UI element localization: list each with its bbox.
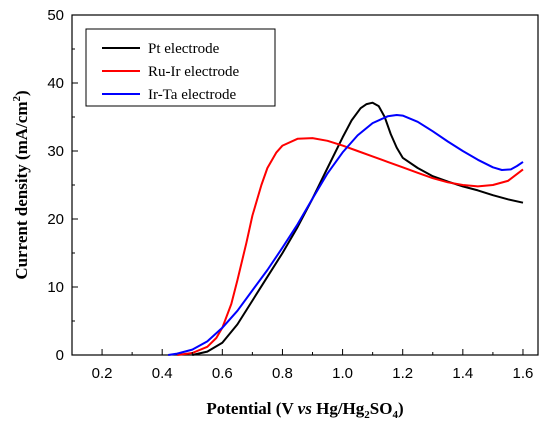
x-tick-label: 1.2 [392, 365, 413, 382]
y-axis-title: Current density (mA/cm2) [11, 90, 31, 279]
plot-area: 0.2 0.4 0.6 0.8 1.0 1.2 1.4 1.6 0 10 20 30 40 50 [47, 7, 539, 382]
series-line-2 [168, 114, 524, 356]
legend: Pt electrode Ru-Ir electrode Ir-Ta elect… [85, 28, 276, 107]
ticks-layer: 0.2 0.4 0.6 0.8 1.0 1.2 1.4 1.6 0 10 20 30 40 50 [47, 7, 533, 382]
legend-label-2: Ir-Ta electrode [148, 87, 237, 103]
x-tick-label: 1.0 [332, 365, 353, 382]
legend-label-1: Ru-Ir electrode [148, 64, 240, 80]
x-axis-title: Potential (V vs Hg/Hg2SO4) [206, 399, 403, 421]
y-tick-label: 10 [47, 279, 64, 296]
series-layer [168, 101, 524, 356]
y-tick-label: 0 [56, 347, 64, 364]
y-tick-label: 30 [47, 143, 64, 160]
y-tick-label: 40 [47, 75, 64, 92]
y-tick-label: 20 [47, 211, 64, 228]
x-tick-label: 0.2 [92, 365, 113, 382]
series-line-1 [177, 137, 524, 356]
y-tick-label: 50 [47, 7, 64, 24]
series-line-0 [192, 101, 524, 356]
x-tick-label: 0.4 [152, 365, 173, 382]
x-tick-label: 1.6 [513, 365, 534, 382]
x-tick-label: 0.6 [212, 365, 233, 382]
legend-label-0: Pt electrode [148, 41, 220, 57]
x-tick-label: 1.4 [452, 365, 473, 382]
x-tick-label: 0.8 [272, 365, 293, 382]
